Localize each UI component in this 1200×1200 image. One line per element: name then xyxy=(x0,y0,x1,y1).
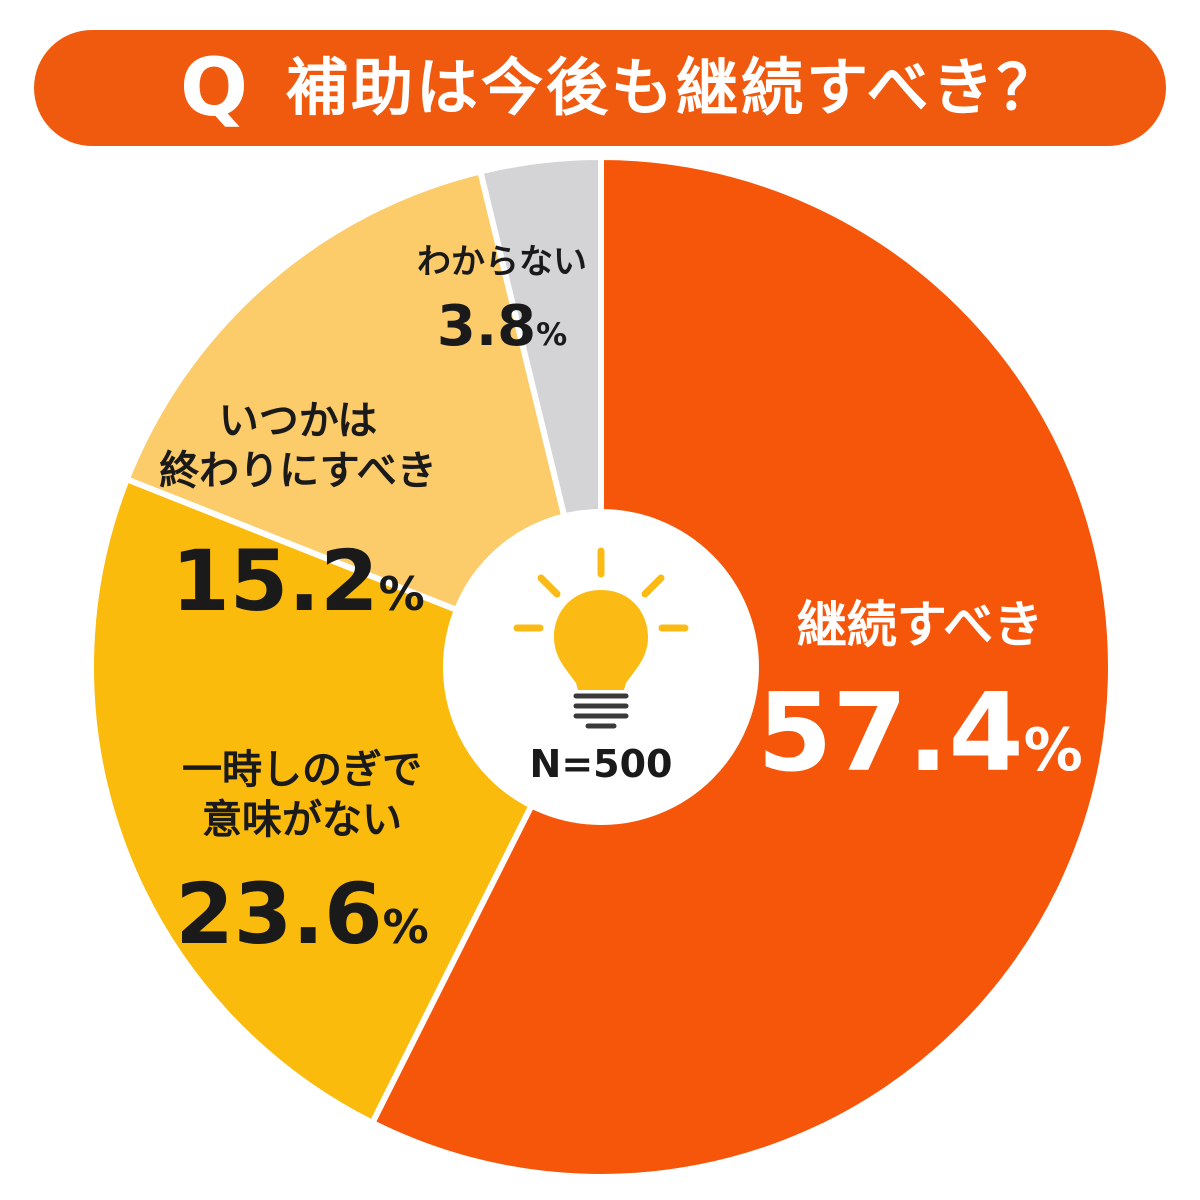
lightbulb-rays xyxy=(513,547,689,632)
slice-value-label: 3.8% xyxy=(437,294,567,359)
slice-end-someday xyxy=(123,168,604,670)
slice-category-label: 継続すべき xyxy=(797,596,1044,654)
slice-value-label: 15.2% xyxy=(171,532,424,630)
slice-value-label: 23.6% xyxy=(175,865,428,963)
slice-category-label: 意味がない xyxy=(202,797,402,843)
slice-unknown-label: わからない 3.8% xyxy=(417,242,587,359)
slice-category-label: わからない xyxy=(417,242,587,282)
slice-category-label: 一時しのぎで xyxy=(182,747,422,793)
slice-continue-label: 継続すべき 57.4% xyxy=(757,596,1083,796)
q-badge: Q xyxy=(179,41,248,134)
lightbulb-base xyxy=(573,693,629,729)
slice-category-label: 終わりにすべき xyxy=(159,448,437,494)
sample-size-label: N=500 xyxy=(530,742,673,786)
center-badge: N=500 xyxy=(443,509,759,825)
slice-category-label: いつかは xyxy=(219,398,377,444)
lightbulb-glass xyxy=(554,590,648,690)
question-banner: Q 補助は今後も継続すべき？ xyxy=(34,30,1166,146)
slice-value-label: 57.4% xyxy=(757,671,1083,796)
lightbulb-icon xyxy=(513,547,689,729)
chart-title: 補助は今後も継続すべき？ xyxy=(286,51,1062,124)
